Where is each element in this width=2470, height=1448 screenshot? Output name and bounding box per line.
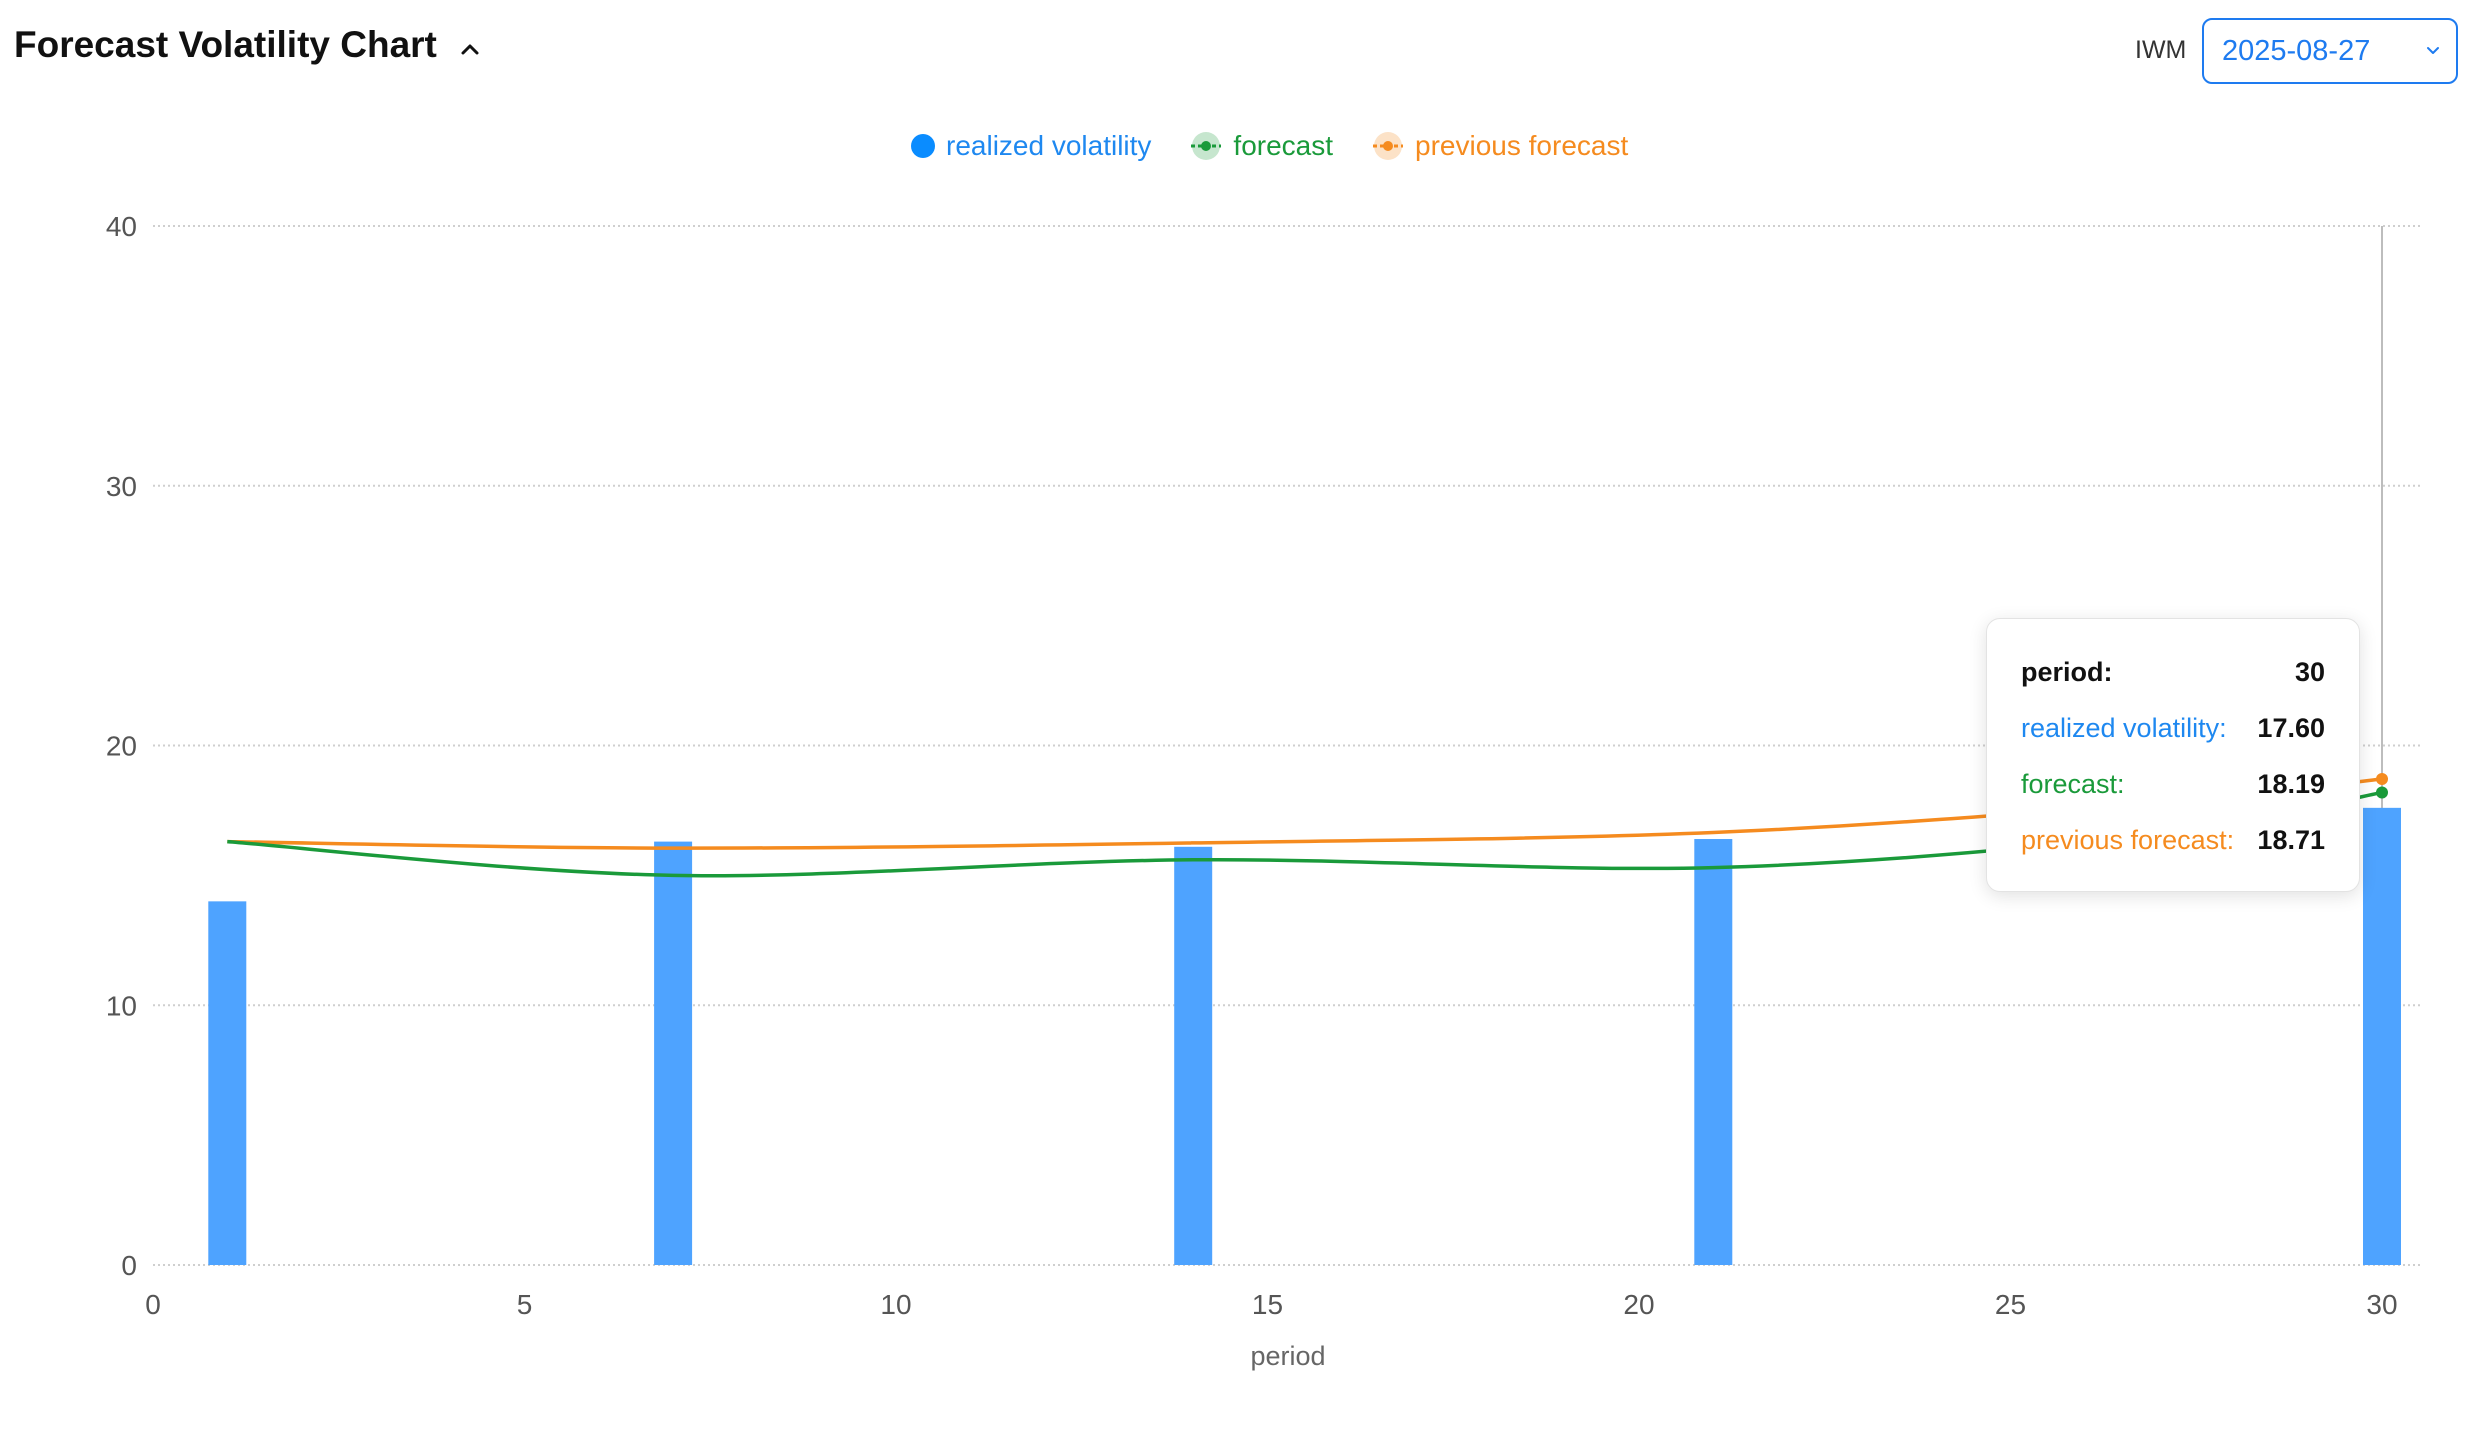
ticker-label: IWM <box>2135 36 2187 64</box>
chevron-down-icon <box>2427 47 2439 54</box>
bar-realized-volatility[interactable] <box>2363 807 2401 1265</box>
x-tick-label: 15 <box>1252 1289 1283 1320</box>
x-tick-label: 0 <box>145 1289 161 1320</box>
tooltip-period-label: period: <box>2021 657 2113 687</box>
page-title: Forecast Volatility Chart <box>14 24 437 65</box>
tooltip-forecast-value: 18.19 <box>2257 769 2325 799</box>
y-tick-label: 40 <box>106 211 137 242</box>
tooltip-period-value: 30 <box>2294 657 2325 687</box>
tooltip-forecast-label: forecast: <box>2021 769 2125 799</box>
tooltip-realized-value: 17.60 <box>2257 713 2325 743</box>
x-tick-label: 25 <box>1995 1289 2026 1320</box>
date-select-value: 2025-08-27 <box>2222 35 2371 67</box>
forecast-swatch-icon <box>1191 132 1222 160</box>
chevron-up-icon[interactable] <box>455 34 485 64</box>
y-tick-label: 0 <box>121 1250 137 1281</box>
tooltip-row-period: period: 30 <box>2021 657 2325 697</box>
x-tick-label: 10 <box>880 1289 911 1320</box>
y-tick-label: 30 <box>106 471 137 502</box>
bar-realized-volatility[interactable] <box>654 841 693 1265</box>
x-tick-label: 20 <box>1623 1289 1654 1320</box>
date-select[interactable]: 2025-08-27 <box>2202 18 2458 84</box>
realized-swatch-icon <box>911 134 935 158</box>
x-tick-label: 30 <box>2366 1289 2397 1320</box>
line-previous-forecast-hover-point <box>2376 773 2388 786</box>
bar-realized-volatility[interactable] <box>208 901 247 1265</box>
line-forecast-hover-point <box>2376 786 2388 799</box>
chart-tooltip: period: 30 realized volatility: 17.60 fo… <box>1986 618 2360 892</box>
x-tick-label: 5 <box>517 1289 533 1320</box>
legend-item-forecast[interactable]: forecast <box>1189 130 1333 162</box>
y-tick-label: 10 <box>106 990 137 1021</box>
tooltip-previous-label: previous forecast: <box>2021 825 2235 855</box>
tooltip-row-realized: realized volatility: 17.60 <box>2021 713 2325 753</box>
chart-header: Forecast Volatility Chart IWM 2025-08-27 <box>0 0 2470 110</box>
legend-label-forecast: forecast <box>1233 130 1334 161</box>
tooltip-row-previous: previous forecast: 18.71 <box>2021 825 2325 865</box>
legend-item-previous-forecast[interactable]: previous forecast <box>1371 130 1628 162</box>
tooltip-realized-label: realized volatility: <box>2021 713 2227 743</box>
tooltip-previous-value: 18.71 <box>2257 825 2325 855</box>
legend-label-previous-forecast: previous forecast <box>1415 130 1629 161</box>
x-axis-label: period <box>1250 1341 1325 1371</box>
bar-realized-volatility[interactable] <box>1694 839 1733 1265</box>
previous-forecast-swatch-icon <box>1373 132 1404 160</box>
legend-label-realized: realized volatility <box>946 130 1152 161</box>
bar-realized-volatility[interactable] <box>1174 846 1213 1265</box>
y-tick-label: 20 <box>106 731 137 762</box>
tooltip-row-forecast: forecast: 18.19 <box>2021 769 2325 809</box>
legend-item-realized[interactable]: realized volatility <box>910 130 1151 162</box>
chart-legend: realized volatility forecast previous fo… <box>910 126 1666 166</box>
